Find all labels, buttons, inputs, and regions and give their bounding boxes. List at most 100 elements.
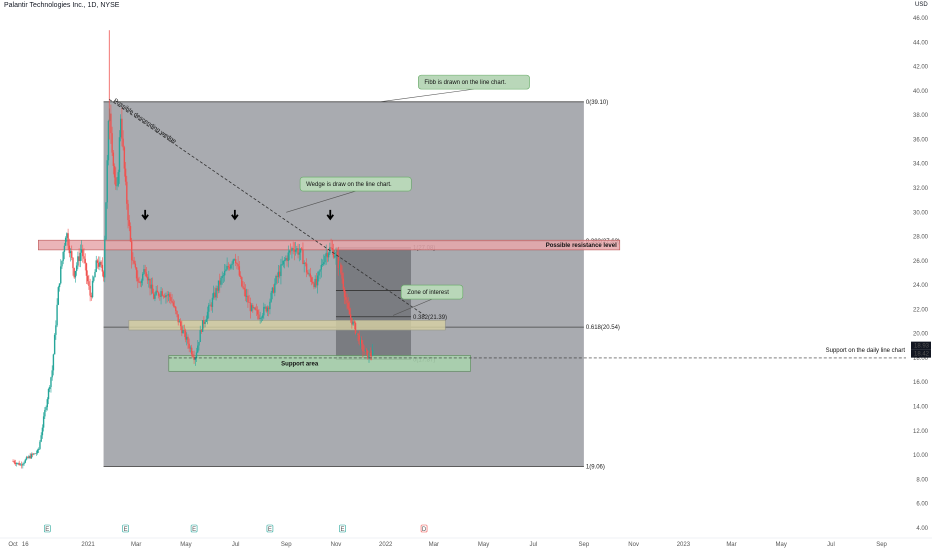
- candle-body: [204, 321, 206, 324]
- candle-body: [156, 290, 159, 293]
- candle-body: [193, 356, 195, 361]
- candle-body: [39, 441, 41, 449]
- candle-body: [89, 285, 91, 296]
- candle-body: [312, 282, 314, 284]
- support-zone: [168, 355, 471, 372]
- candle-body: [189, 347, 192, 349]
- candle-body: [360, 339, 363, 344]
- callout-pointer: [286, 190, 356, 213]
- candle-body: [343, 288, 346, 298]
- candle-body: [363, 351, 365, 352]
- candle-body: [369, 352, 371, 356]
- candle-body: [66, 233, 68, 238]
- candle-body: [205, 319, 208, 322]
- candle-body: [192, 354, 194, 357]
- candle-body: [296, 248, 298, 250]
- candle-body: [17, 462, 19, 464]
- candle-body: [320, 264, 322, 270]
- candle-body: [167, 294, 170, 296]
- candle-body: [12, 461, 14, 462]
- candle-body: [353, 321, 356, 323]
- candle-body: [162, 295, 165, 297]
- candle-body: [99, 261, 101, 267]
- candle-body: [138, 281, 140, 283]
- x-axis-tick: 2023: [677, 542, 691, 548]
- candle-body: [316, 275, 319, 286]
- candle-body: [90, 295, 93, 298]
- candle-body: [209, 304, 211, 306]
- candle-body: [215, 288, 217, 298]
- candle-body: [106, 160, 108, 203]
- candle-body: [28, 456, 30, 458]
- candle-body: [35, 453, 37, 454]
- candle-body: [166, 295, 168, 296]
- y-axis-tick: 20.00: [913, 332, 929, 338]
- x-axis-tick: Sep: [876, 542, 887, 548]
- candle-body: [148, 278, 150, 281]
- candle-body: [188, 343, 190, 349]
- candle-body: [146, 276, 149, 281]
- y-axis-tick: 28.00: [913, 235, 929, 241]
- interest-zone: [128, 320, 446, 331]
- candle-body: [371, 349, 374, 356]
- candle-body: [139, 282, 141, 284]
- down-arrow-icon: [141, 209, 149, 221]
- candle-body: [334, 256, 336, 258]
- candle-body: [331, 247, 334, 250]
- candle-body: [86, 275, 89, 282]
- candle-body: [266, 307, 269, 312]
- candle-body: [88, 281, 90, 286]
- event-marker-label: D: [422, 527, 427, 533]
- candle-body: [179, 321, 182, 327]
- event-marker-label: E: [192, 527, 196, 533]
- candle-body: [173, 305, 176, 307]
- candle-body: [135, 267, 138, 279]
- event-marker: [420, 524, 428, 533]
- candle-body: [121, 118, 123, 139]
- candle-body: [113, 165, 116, 178]
- candle-body: [319, 269, 321, 272]
- candle-body: [62, 251, 64, 261]
- event-marker-label: E: [124, 527, 128, 533]
- candle-body: [168, 294, 171, 298]
- candle-body: [116, 185, 118, 187]
- candle-body: [80, 249, 83, 253]
- y-axis-tick: 8.00: [916, 477, 928, 483]
- candle-body: [212, 292, 215, 298]
- candle-body: [55, 325, 57, 335]
- candle-body: [95, 260, 97, 272]
- candle-body: [318, 271, 320, 276]
- candle-body: [200, 330, 203, 332]
- candle-body: [73, 268, 75, 278]
- candle-body: [291, 248, 293, 251]
- candle-body: [170, 297, 172, 301]
- candle-body: [82, 249, 84, 257]
- y-axis-tick: 26.00: [913, 259, 929, 265]
- candle-body: [56, 304, 58, 326]
- candle-body: [307, 272, 309, 275]
- candle-body: [227, 266, 230, 268]
- candle-body: [292, 248, 294, 250]
- fib-outer-level-label: 1(9.06): [586, 464, 605, 470]
- candle-body: [44, 410, 46, 417]
- candle-body: [115, 177, 117, 186]
- candle-body: [72, 257, 74, 269]
- candle-body: [301, 248, 303, 250]
- candle-body: [45, 407, 47, 411]
- candle-body: [308, 273, 310, 275]
- candle-body: [310, 277, 313, 283]
- event-marker: [339, 524, 346, 533]
- candle-body: [18, 462, 20, 466]
- candle-body: [175, 306, 177, 311]
- candle-body: [149, 278, 151, 289]
- candle-body: [123, 147, 126, 169]
- candle-body: [303, 262, 305, 265]
- candle-body: [71, 251, 73, 258]
- candle-body: [161, 291, 163, 296]
- candle-body: [314, 278, 316, 288]
- candle-body: [210, 304, 212, 307]
- candle-body: [347, 302, 349, 309]
- x-axis-tick: Mar: [429, 542, 439, 548]
